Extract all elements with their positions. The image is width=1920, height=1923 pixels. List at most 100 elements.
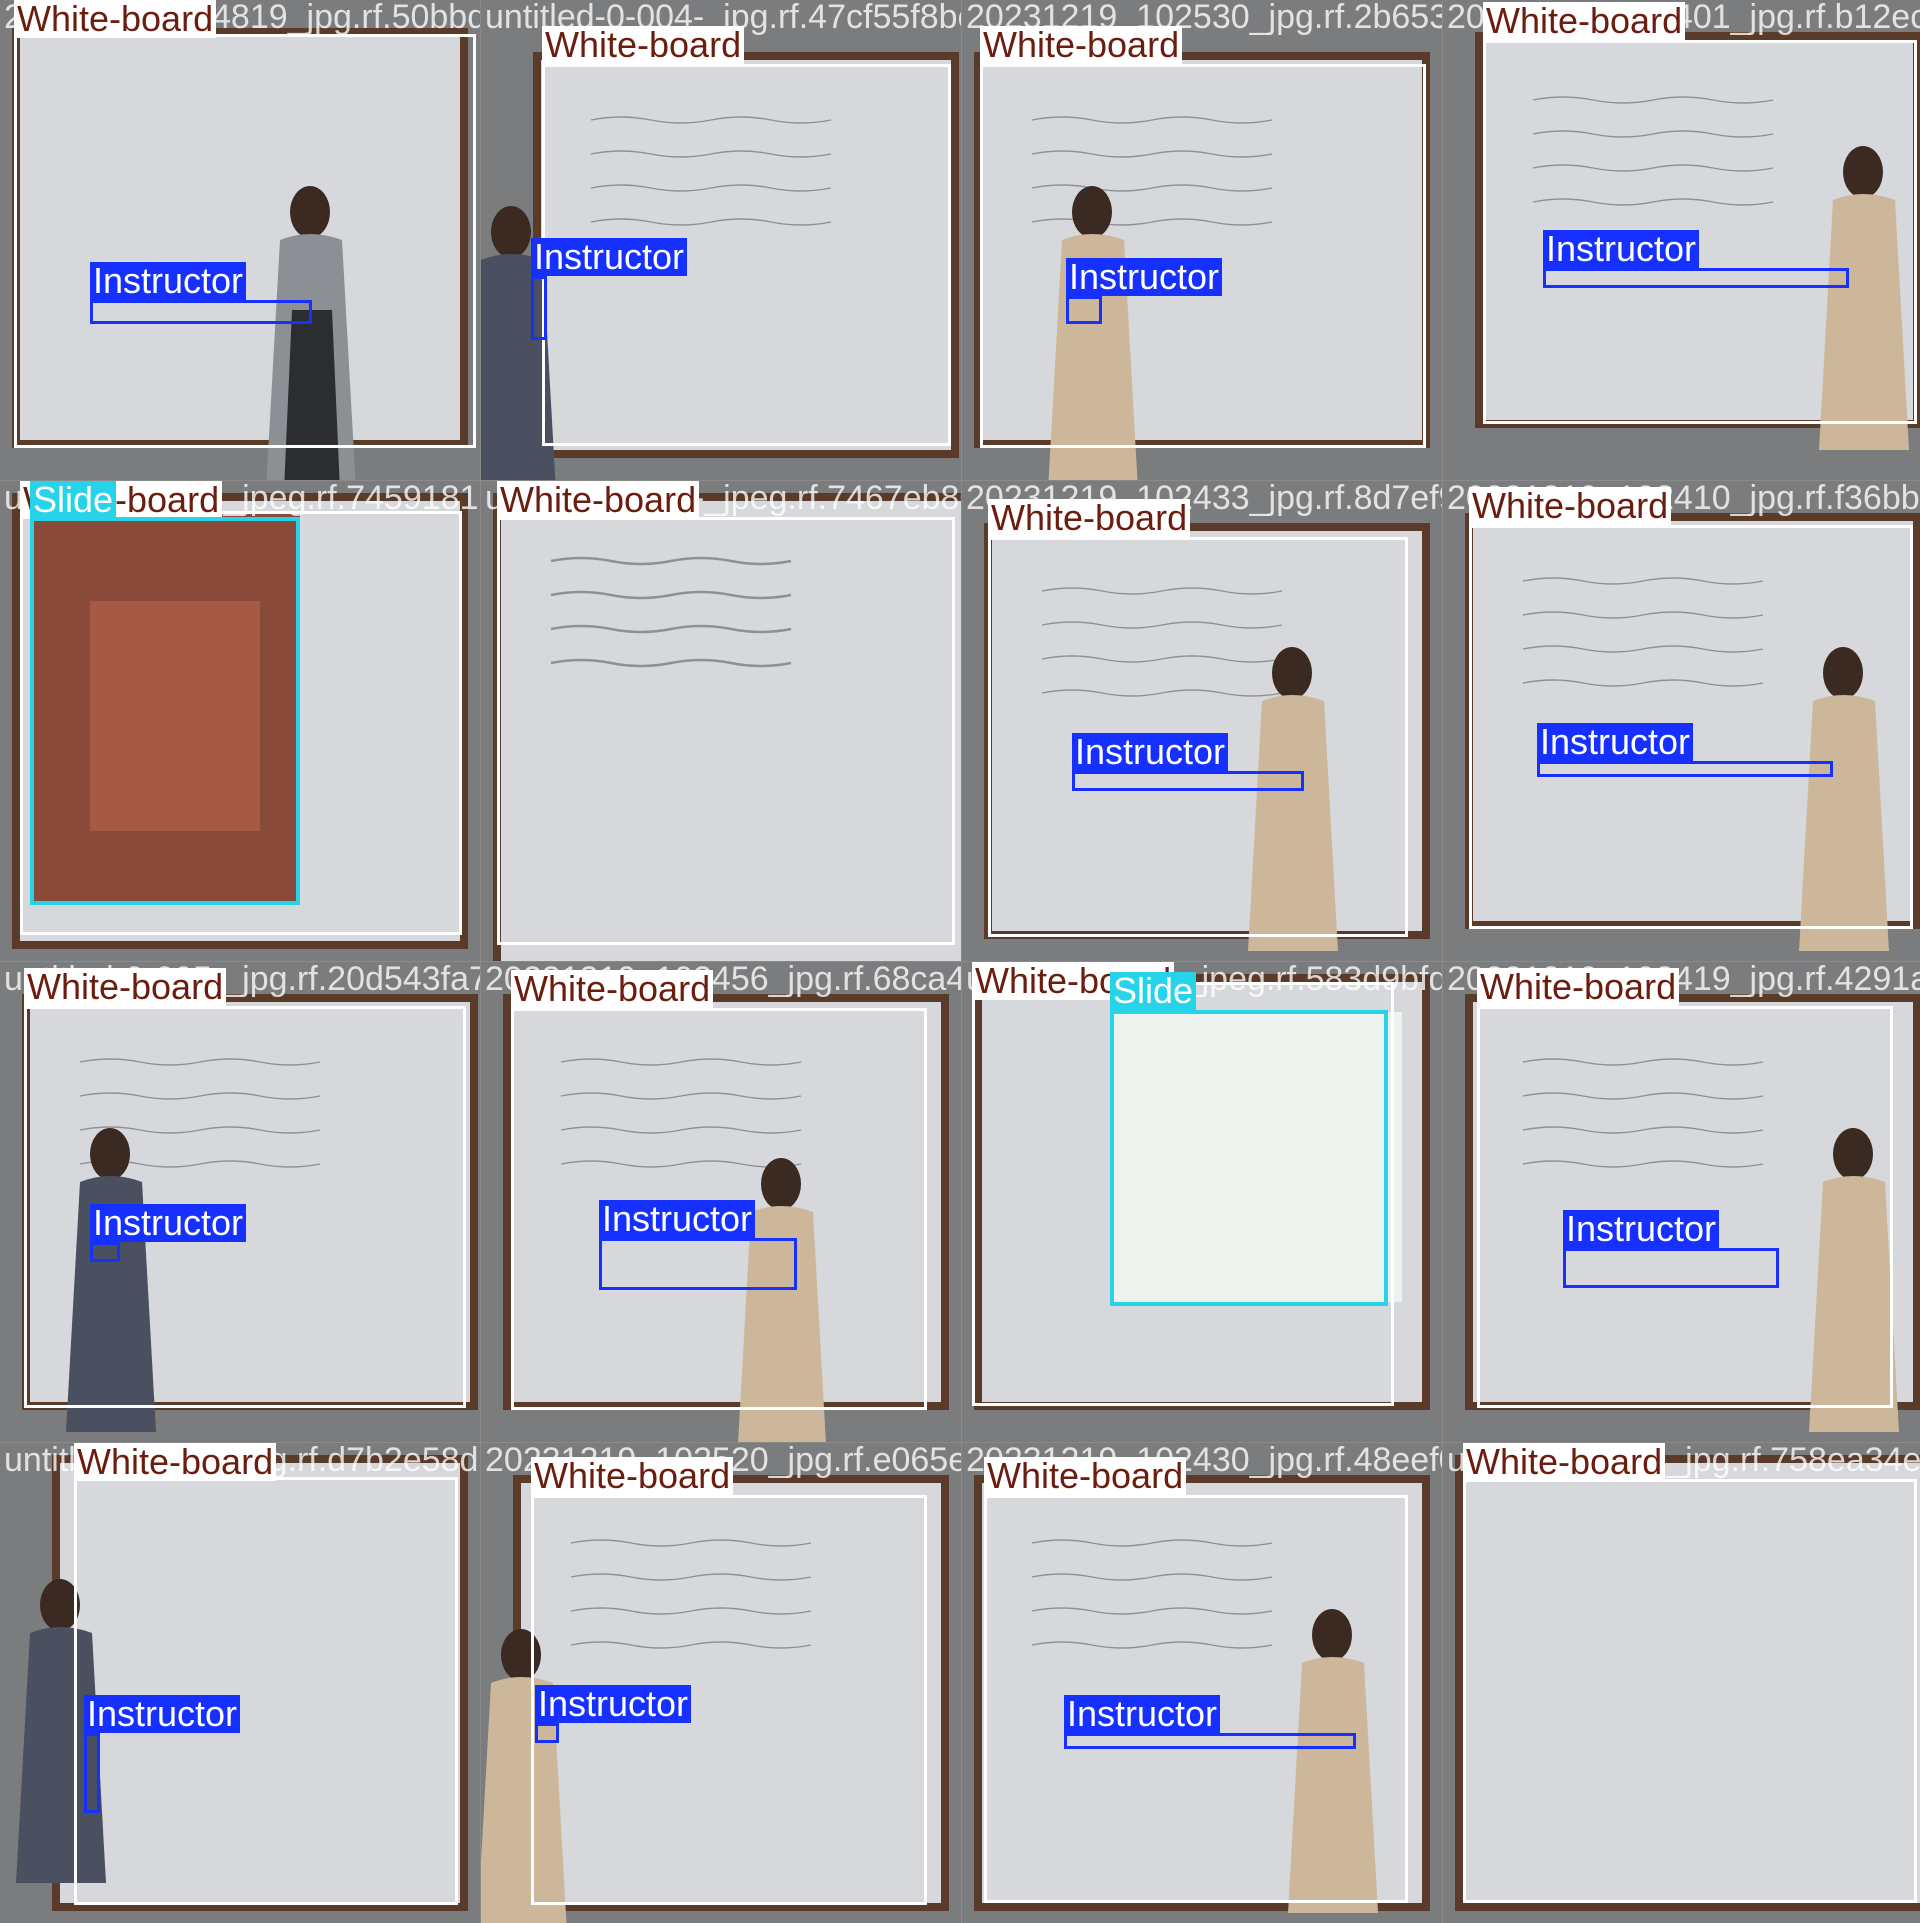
handwriting-stroke [550, 624, 792, 634]
person-torso [481, 254, 556, 480]
bbox-label: Instructor [1537, 723, 1694, 761]
classroom-photo [481, 1443, 961, 1923]
handwriting-stroke [550, 658, 792, 668]
handwriting-stroke [590, 218, 832, 226]
handwriting-stroke [1532, 164, 1774, 172]
handwriting-stroke [1532, 96, 1774, 104]
bbox-label: Instructor [84, 1695, 241, 1733]
handwriting-stroke [550, 590, 792, 600]
handwriting-stroke [560, 1092, 802, 1100]
image-tile: 20231219_102430_jpg.rf.48eef05b9a2c3d71W… [962, 1443, 1442, 1923]
classroom-photo [962, 481, 1442, 961]
bbox-white-board [20, 511, 462, 935]
bbox-label: White-board [14, 0, 217, 38]
bbox-label: White-board [1463, 1443, 1666, 1481]
bbox-white-board [1469, 525, 1913, 929]
image-tile: 20231218_124819_jpg.rf.50bbd81c6f935199W… [0, 0, 480, 480]
bbox-instructor [1537, 761, 1833, 777]
handwriting-stroke [1031, 1573, 1273, 1581]
person-torso [1799, 695, 1889, 951]
handwriting-stroke [590, 150, 832, 158]
image-tile: untitled-0-005-_jpg.rf.20d543fa7b18c2e9W… [0, 962, 480, 1442]
whiteboard-surface [60, 1463, 460, 1903]
handwriting-stroke [1031, 116, 1273, 124]
handwriting-stroke [1041, 655, 1283, 663]
handwriting-stroke [1522, 1126, 1764, 1134]
handwriting-stroke [1031, 1607, 1273, 1615]
bbox-label: White-board [1483, 2, 1686, 40]
bbox-instructor [535, 1723, 559, 1743]
bbox-instructor [1543, 268, 1849, 288]
bbox-white-board [1463, 1479, 1917, 1903]
classroom-photo [0, 962, 480, 1442]
handwriting-stroke [570, 1539, 812, 1547]
person-figure [16, 1579, 106, 1883]
bbox-label: Slide [1110, 972, 1197, 1010]
classroom-photo [1443, 481, 1920, 961]
person-head [40, 1579, 80, 1631]
handwriting-stroke [560, 1058, 802, 1066]
image-tile: untitled-0-014-_jpeg.rf.745918165f7ce21b… [0, 481, 480, 961]
bbox-label: Instructor [535, 1685, 692, 1723]
classroom-photo [1443, 962, 1920, 1442]
image-tile: 20231219_102520_jpg.rf.e065e4e8b1c7d2a9W… [481, 1443, 961, 1923]
bbox-instructor [1072, 771, 1304, 791]
classroom-photo [962, 962, 1442, 1442]
handwriting-stroke [1031, 184, 1273, 192]
person-head [90, 1128, 130, 1180]
person-figure [1809, 1128, 1899, 1432]
handwriting-stroke [1041, 689, 1283, 697]
bbox-label: Instructor [1543, 230, 1700, 268]
bbox-label: White-board [984, 1457, 1187, 1495]
classroom-photo [0, 481, 480, 961]
handwriting-stroke [1522, 577, 1764, 585]
bbox-white-board [511, 1008, 927, 1410]
bbox-white-board [980, 64, 1426, 448]
bbox-label: Instructor [1064, 1695, 1221, 1733]
handwriting-stroke [1031, 1641, 1273, 1649]
bbox-white-board [531, 1495, 927, 1905]
person-head [1833, 1128, 1873, 1180]
handwriting-stroke [1522, 679, 1764, 687]
person-torso [1819, 194, 1909, 450]
handwriting-stroke [1522, 1160, 1764, 1168]
handwriting-stroke [560, 1126, 802, 1134]
handwriting-stroke [590, 116, 832, 124]
bbox-label: White-board [1477, 968, 1680, 1006]
person-figure [266, 186, 356, 480]
person-figure [1288, 1609, 1378, 1913]
bbox-white-board [984, 1495, 1408, 1903]
bbox-label: Instructor [90, 262, 247, 300]
person-head [1823, 647, 1863, 699]
person-torso [1809, 1176, 1899, 1432]
person-figure [738, 1158, 826, 1442]
bbox-label: White-board [542, 26, 745, 64]
person-torso [1248, 695, 1338, 951]
bbox-white-board [14, 34, 476, 448]
classroom-photo [0, 1443, 480, 1923]
handwriting-stroke [1522, 645, 1764, 653]
handwriting-stroke [570, 1641, 812, 1649]
person-torso [16, 1627, 106, 1883]
handwriting-stroke [1031, 1539, 1273, 1547]
handwriting-stroke [1522, 1092, 1764, 1100]
classroom-photo [0, 0, 480, 480]
bbox-white-board [74, 1477, 458, 1905]
bbox-instructor [1064, 1733, 1356, 1749]
bbox-label: White-board [511, 970, 714, 1008]
bbox-instructor [90, 1242, 120, 1262]
bbox-white-board [1477, 1006, 1893, 1408]
handwriting-stroke [550, 556, 792, 566]
person-head [1312, 1609, 1352, 1661]
bbox-label: Instructor [599, 1200, 756, 1238]
handwriting-stroke [590, 184, 832, 192]
bbox-label: Slide [30, 481, 117, 519]
person-torso [481, 1677, 567, 1923]
person-torso [738, 1206, 826, 1442]
person-head [1072, 186, 1112, 238]
bbox-label: Instructor [1072, 733, 1229, 771]
person-head [290, 186, 330, 238]
handwriting-stroke [570, 1573, 812, 1581]
person-head [761, 1158, 801, 1210]
